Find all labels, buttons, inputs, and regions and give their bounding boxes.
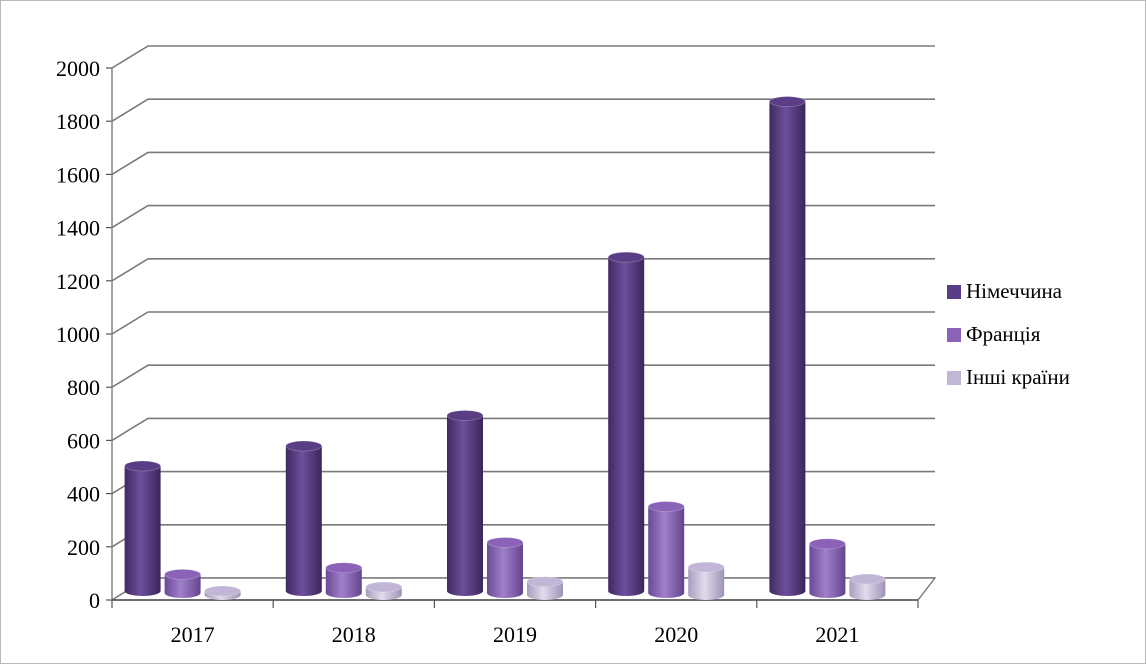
legend-label: Німеччина	[966, 279, 1063, 303]
x-tick-label: 2020	[654, 622, 698, 647]
bars	[124, 96, 886, 600]
y-tick-label: 0	[89, 588, 100, 613]
x-tick-label: 2021	[815, 622, 859, 647]
legend-item: Франція	[947, 322, 1041, 346]
legend-swatch	[947, 328, 961, 342]
gridline	[111, 311, 935, 335]
bar	[164, 568, 202, 598]
legend-item: Німеччина	[947, 279, 1063, 303]
bar	[446, 410, 484, 596]
gridline	[111, 417, 935, 442]
x-tick-label: 2017	[171, 622, 215, 647]
y-tick-label: 1400	[56, 216, 100, 241]
bar	[204, 585, 242, 600]
y-tick-label: 400	[67, 482, 100, 507]
legend-label: Франція	[966, 322, 1041, 346]
gridline	[111, 151, 935, 176]
legend: Німеччина Франція Інші країни	[947, 279, 1070, 389]
y-tick-label: 600	[67, 428, 100, 453]
bar	[325, 562, 363, 598]
legend-swatch	[947, 285, 961, 299]
bar	[486, 537, 524, 598]
gridlines	[111, 45, 935, 601]
bar	[809, 538, 846, 598]
gridline	[111, 364, 935, 388]
bar	[124, 460, 162, 596]
y-tick-label: 200	[67, 535, 100, 560]
y-tick-label: 2000	[56, 56, 100, 81]
gridline	[111, 257, 935, 282]
bar	[647, 501, 685, 598]
y-tick-label: 1600	[56, 162, 100, 187]
gridline	[111, 204, 935, 229]
gridline	[111, 45, 935, 69]
gridline	[111, 470, 935, 495]
axes	[106, 67, 937, 608]
legend-swatch	[947, 371, 961, 385]
bar	[687, 561, 725, 600]
x-tick-labels: 2017 2018 2019 2020 2021	[171, 622, 860, 647]
legend-label: Інші країни	[966, 365, 1070, 389]
bar	[849, 573, 886, 600]
y-tick-label: 800	[67, 375, 100, 400]
x-tick-label: 2019	[493, 622, 537, 647]
bar	[526, 576, 564, 600]
y-tick-labels: 0 200 400 600 800 1000 1200 1400 1600 1800 2000	[56, 56, 100, 613]
bar	[769, 96, 806, 596]
y-tick-label: 1800	[56, 109, 100, 134]
y-tick-label: 1200	[56, 269, 100, 294]
y-tick-label: 1000	[56, 322, 100, 347]
gridline	[111, 98, 935, 122]
bar	[365, 581, 403, 600]
bar	[285, 440, 323, 596]
legend-item: Інші країни	[947, 365, 1070, 389]
bar	[607, 251, 645, 596]
x-tick-label: 2018	[332, 622, 376, 647]
